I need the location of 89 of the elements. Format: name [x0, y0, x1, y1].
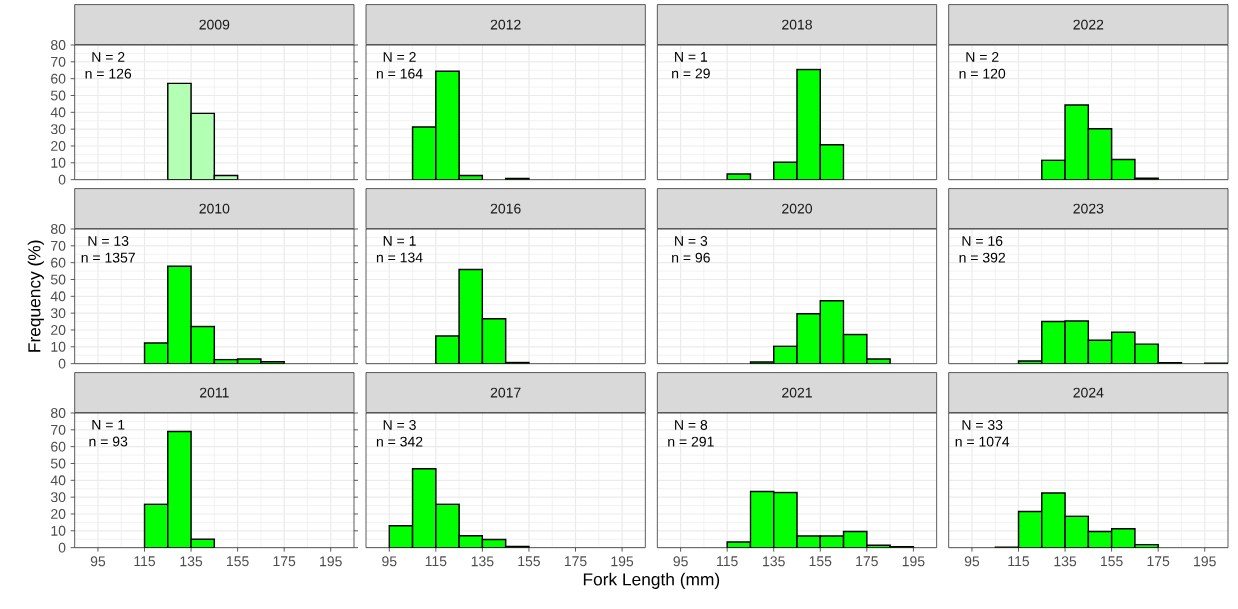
y-tick-label: 80 — [51, 408, 66, 418]
x-tick-label: 95 — [673, 556, 688, 567]
y-tick-label: 60 — [51, 441, 66, 452]
x-tick-label: 95 — [90, 556, 106, 567]
annotation: n = 29 — [672, 68, 710, 79]
y-tick-label: 40 — [50, 107, 66, 118]
x-tick-label: 95 — [964, 556, 980, 567]
x-tick-label: 115 — [134, 556, 156, 567]
x-tick-label: 175 — [273, 556, 296, 567]
y-tick-label: 60 — [51, 257, 66, 268]
y-tick-label: 70 — [51, 240, 66, 251]
annotation: n = 164 — [376, 68, 423, 79]
y-tick-label: 10 — [51, 157, 66, 168]
annotation: n = 126 — [85, 68, 132, 79]
x-tick-label: 195 — [902, 556, 925, 567]
y-tick-label: 10 — [51, 525, 66, 536]
x-tick-label: 135 — [1054, 556, 1077, 567]
annotation: N = 2 — [966, 52, 999, 62]
annotation: N = 3 — [383, 420, 416, 430]
x-tick-label: 155 — [809, 556, 832, 567]
x-tick-label: 135 — [471, 556, 494, 567]
annotation: N = 16 — [962, 236, 1003, 246]
chart-title: 2022 — [1073, 19, 1104, 30]
chart-title: 2021 — [782, 387, 812, 398]
x-tick-label: 195 — [1194, 556, 1216, 567]
chart-title: 2023 — [1073, 203, 1104, 214]
chart-title: 2016 — [490, 203, 521, 214]
annotation: N = 2 — [383, 52, 416, 62]
y-axis-title: Frequency (%) — [27, 240, 44, 352]
x-tick-label: 115 — [425, 556, 447, 567]
annotation: N = 33 — [962, 420, 1003, 430]
y-tick-label: 30 — [50, 124, 66, 135]
annotation: n = 1357 — [81, 252, 135, 263]
x-axis-title: Fork Length (mm) — [583, 572, 720, 589]
x-tick-label: 95 — [382, 556, 397, 567]
x-tick-label: 175 — [564, 556, 587, 567]
y-tick-label: 0 — [58, 174, 66, 185]
x-tick-label: 115 — [1008, 556, 1030, 567]
y-tick-label: 70 — [51, 56, 66, 67]
y-tick-label: 40 — [50, 475, 66, 486]
y-tick-label: 10 — [51, 341, 66, 352]
annotation: N = 3 — [675, 236, 708, 246]
y-tick-label: 70 — [51, 424, 66, 435]
annotation: n = 342 — [376, 436, 423, 447]
x-tick-label: 155 — [1101, 556, 1123, 567]
chart-title: 2017 — [490, 387, 521, 398]
x-tick-label: 195 — [320, 556, 342, 567]
x-tick-label: 175 — [1147, 556, 1170, 567]
y-tick-label: 20 — [51, 325, 66, 335]
x-tick-label: 135 — [763, 556, 785, 567]
annotation: N = 2 — [92, 52, 125, 62]
y-tick-label: 80 — [51, 40, 66, 50]
y-tick-label: 40 — [50, 291, 66, 302]
chart-title: 2012 — [490, 19, 521, 30]
annotation: N = 8 — [675, 420, 708, 430]
chart-title: 2024 — [1073, 387, 1104, 398]
y-tick-label: 80 — [51, 224, 66, 234]
annotation: n = 392 — [959, 252, 1006, 263]
annotation: N = 1 — [675, 52, 708, 62]
x-tick-label: 155 — [227, 556, 249, 567]
y-tick-label: 20 — [51, 509, 66, 519]
annotation: n = 1074 — [955, 436, 1010, 447]
chart-title: 2020 — [782, 203, 813, 214]
x-tick-label: 155 — [518, 556, 541, 567]
annotation: N = 13 — [88, 236, 129, 246]
y-tick-label: 50 — [50, 90, 66, 101]
annotation: N = 1 — [92, 420, 125, 430]
chart-title: 2018 — [782, 19, 812, 30]
y-tick-label: 0 — [58, 542, 66, 553]
annotation: n = 134 — [376, 252, 423, 263]
annotation: n = 291 — [668, 436, 714, 447]
chart-title: 2009 — [199, 19, 230, 30]
y-tick-label: 20 — [51, 141, 66, 151]
y-tick-label: 50 — [50, 274, 66, 285]
annotation: n = 120 — [959, 68, 1006, 79]
annotation: n = 96 — [672, 252, 710, 263]
chart-title: 2010 — [199, 203, 230, 214]
y-tick-label: 30 — [50, 308, 66, 319]
x-tick-label: 135 — [180, 556, 203, 567]
y-tick-label: 60 — [51, 73, 66, 84]
y-tick-label: 0 — [58, 358, 66, 369]
x-tick-label: 195 — [611, 556, 634, 567]
x-tick-label: 115 — [717, 556, 738, 567]
annotation: n = 93 — [89, 436, 128, 447]
chart-title: 2011 — [200, 387, 229, 398]
y-tick-label: 50 — [50, 458, 66, 469]
x-tick-label: 175 — [856, 556, 878, 567]
y-tick-label: 30 — [50, 492, 66, 503]
annotation: N = 1 — [383, 236, 416, 246]
